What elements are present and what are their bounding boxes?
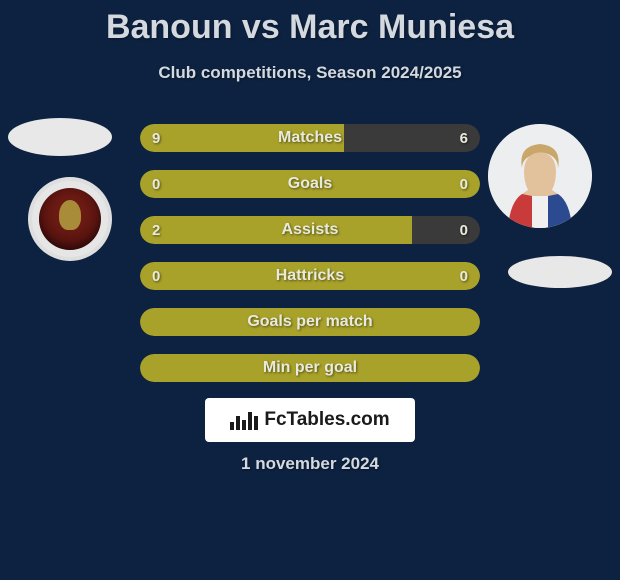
stat-row: 00Goals (140, 170, 480, 198)
stat-label: Hattricks (140, 262, 480, 290)
comparison-title: Banoun vs Marc Muniesa (0, 0, 620, 47)
stat-row: Goals per match (140, 308, 480, 336)
stat-bars: 96Matches 00Goals 20Assists 00Hattricks Goal… (140, 124, 480, 400)
brand-text: FcTables.com (264, 409, 389, 431)
player2-club-logo-placeholder (508, 256, 612, 288)
bars-chart-icon (230, 410, 258, 430)
comparison-subtitle: Club competitions, Season 2024/2025 (0, 63, 620, 83)
player2-photo (488, 124, 592, 228)
brand-badge: FcTables.com (205, 398, 415, 442)
player1-photo-placeholder (8, 118, 112, 156)
stat-label: Assists (140, 216, 480, 244)
stat-row: 96Matches (140, 124, 480, 152)
footer-date: 1 november 2024 (0, 454, 620, 474)
stat-label: Goals per match (140, 308, 480, 336)
stat-row: 00Hattricks (140, 262, 480, 290)
stat-row: Min per goal (140, 354, 480, 382)
stat-label: Matches (140, 124, 480, 152)
stat-label: Goals (140, 170, 480, 198)
player1-club-logo (28, 177, 112, 261)
stat-row: 20Assists (140, 216, 480, 244)
stat-label: Min per goal (140, 354, 480, 382)
